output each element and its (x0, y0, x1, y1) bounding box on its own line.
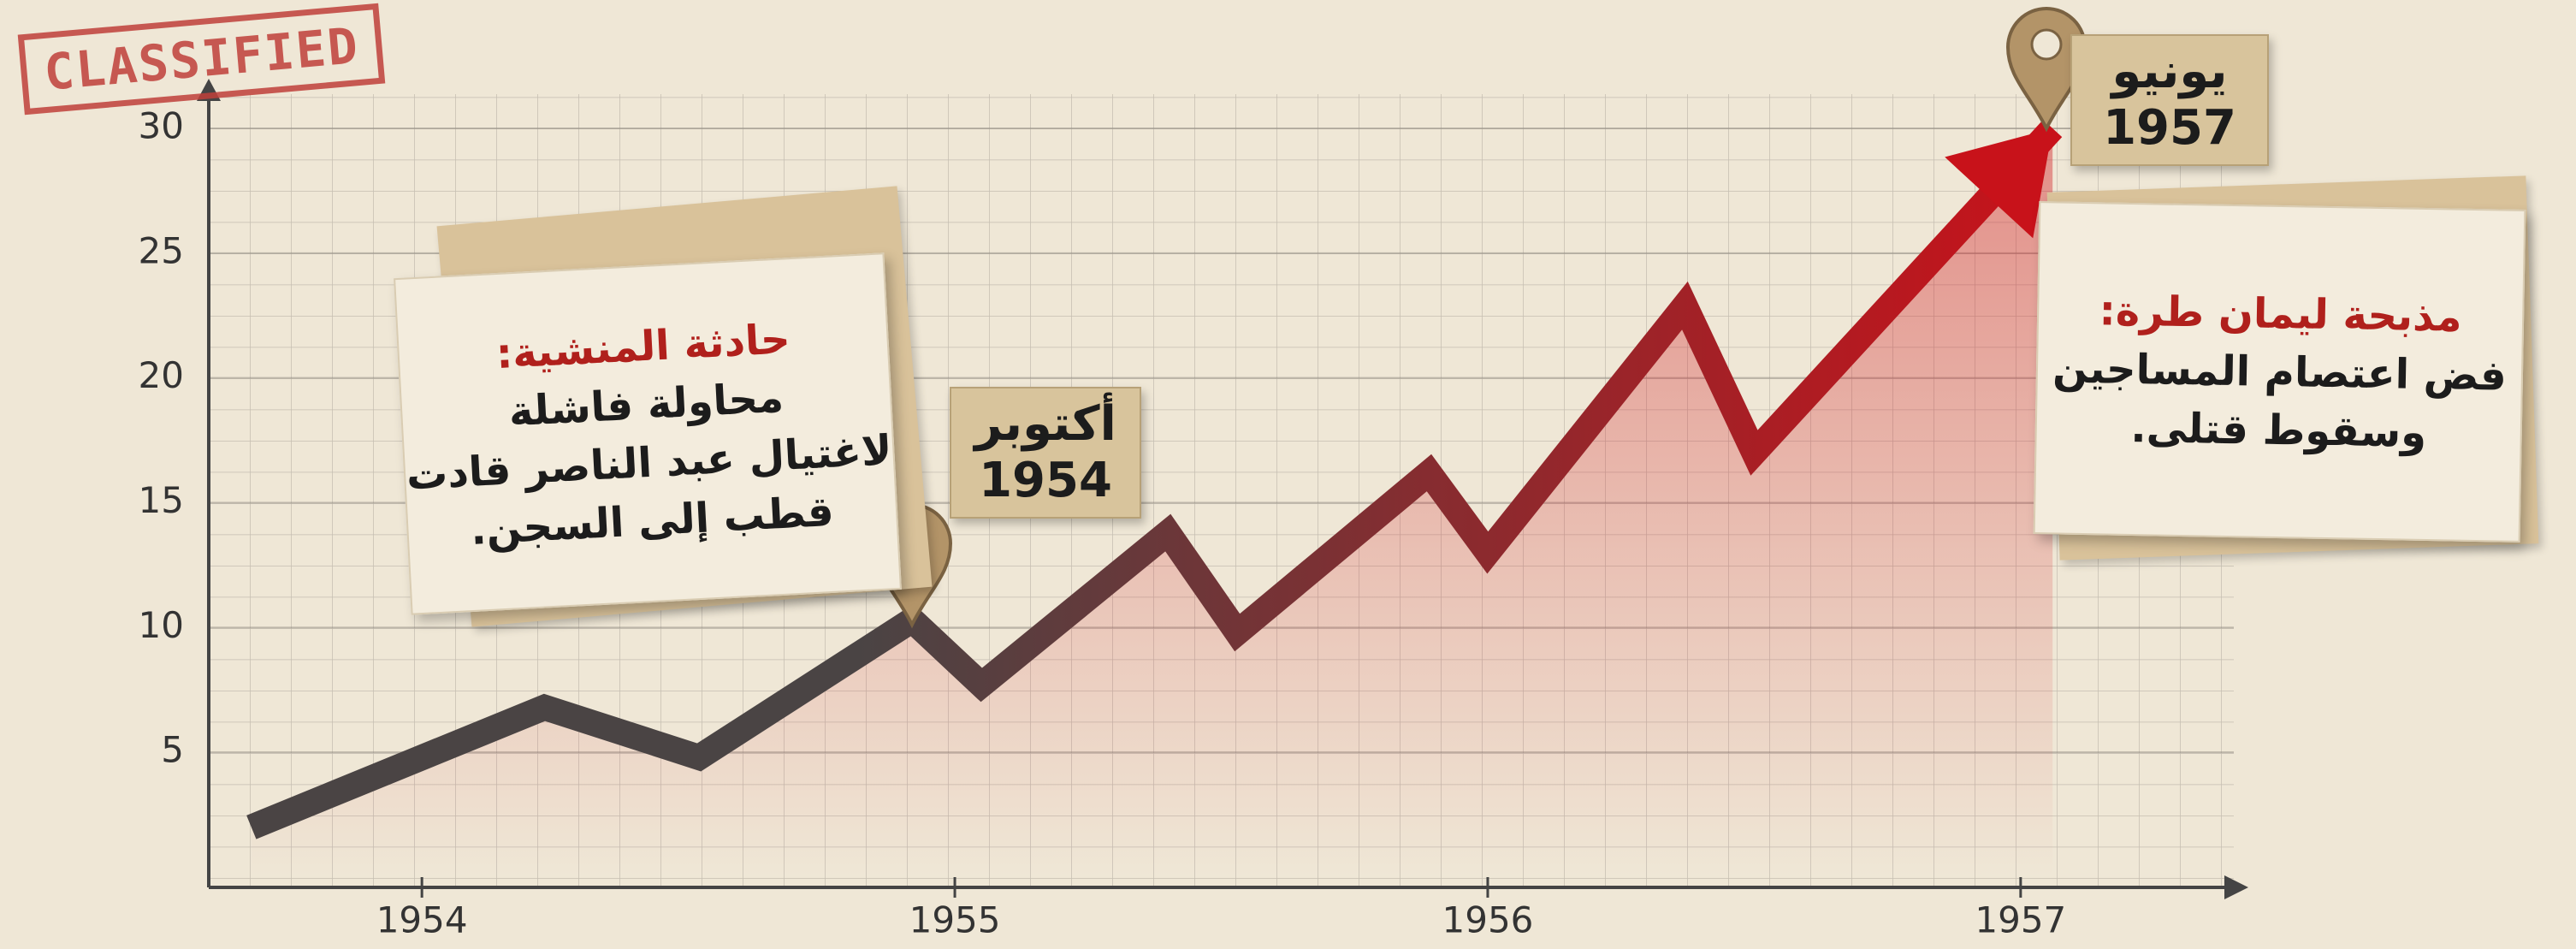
callout-line: فض اعتصام المساجين (2037, 339, 2521, 406)
x-tick-label: 1955 (909, 899, 1001, 941)
callout-title: مذبحة ليمان طرة: (2039, 281, 2523, 347)
tag-line: أكتوبر (951, 396, 1140, 453)
tag-line: 1954 (951, 453, 1140, 509)
x-tick-label: 1956 (1442, 899, 1534, 941)
callout-line: وسقوط قتلى. (2036, 397, 2520, 464)
tag-line: 1957 (2072, 100, 2267, 157)
y-tick-label: 25 (139, 229, 184, 271)
page: 510152025301954195519561957 CLASSIFIED ح… (0, 0, 2576, 949)
y-tick-label: 15 (139, 479, 184, 521)
y-tick-label: 10 (139, 604, 184, 646)
tag-line: يونيو (2072, 44, 2267, 100)
y-tick-label: 20 (139, 354, 184, 396)
y-tick-label: 30 (139, 105, 184, 147)
x-tick-label: 1957 (1975, 899, 2066, 941)
x-tick-label: 1954 (376, 899, 468, 941)
x-axis-arrow (2224, 875, 2248, 899)
pin-hole (2032, 30, 2061, 59)
y-tick-label: 5 (161, 729, 184, 771)
